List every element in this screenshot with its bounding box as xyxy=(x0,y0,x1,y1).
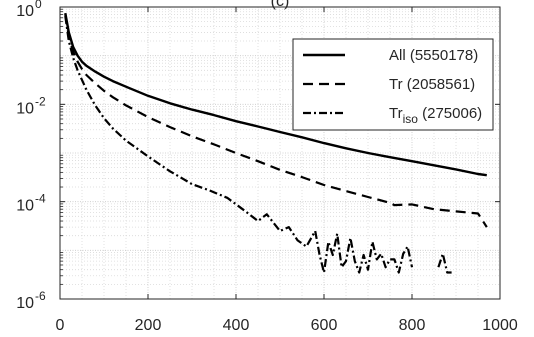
chart-title-fragment: (c) xyxy=(271,0,290,10)
x-tick-labels: 0 200 400 600 800 1000 xyxy=(56,317,518,334)
x-tick-label: 400 xyxy=(223,317,250,334)
y-tick-label: 10 xyxy=(16,295,34,312)
y-tick-label: 10 xyxy=(16,100,34,117)
x-tick-label: 600 xyxy=(311,317,338,334)
series-lines xyxy=(64,12,488,274)
axis-ticks xyxy=(59,6,501,300)
y-tick-label: 10 xyxy=(16,3,34,20)
x-tick-label: 1000 xyxy=(482,317,518,334)
legend-label-2: Tr (2058561) xyxy=(389,76,475,93)
legend-label-3: Triso (275006) xyxy=(389,105,482,126)
x-tick-label: 0 xyxy=(56,317,65,334)
chart-title: (c) xyxy=(271,0,290,10)
y-tick-label-exponent: -4 xyxy=(35,192,46,206)
y-tick-label-exponent: -2 xyxy=(35,94,46,108)
y-tick-label: 10 xyxy=(16,198,34,215)
series-line-1 xyxy=(64,12,487,177)
y-tick-label-exponent: 0 xyxy=(35,0,42,11)
plot-frame xyxy=(59,6,501,300)
x-tick-label: 200 xyxy=(135,317,162,334)
legend: All (5550178) Tr (2058561) Triso (275006) xyxy=(292,38,494,131)
y-tick-label-exponent: -6 xyxy=(35,289,46,303)
series-line-3 xyxy=(64,15,452,274)
legend-label-1: All (5550178) xyxy=(389,47,478,64)
x-tick-label: 800 xyxy=(399,317,426,334)
